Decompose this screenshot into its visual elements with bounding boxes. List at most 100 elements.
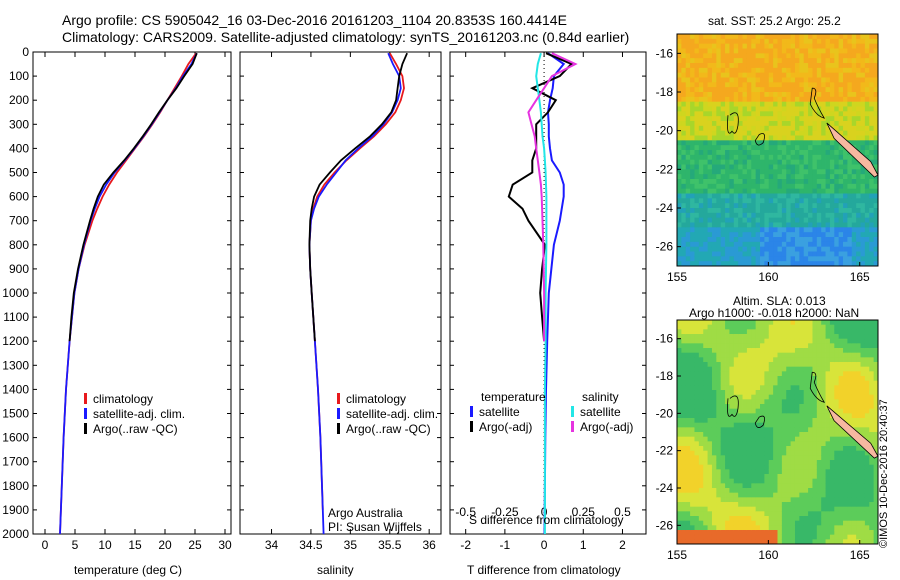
map-cell bbox=[821, 217, 826, 223]
map-cell bbox=[847, 116, 853, 122]
map-cell bbox=[864, 366, 870, 372]
map-cell bbox=[764, 174, 770, 180]
x-tick-label: 160 bbox=[758, 548, 778, 562]
map-cell bbox=[786, 348, 792, 354]
map-cell bbox=[873, 534, 879, 540]
map-cell bbox=[703, 362, 708, 368]
map-cell bbox=[690, 130, 695, 136]
map-cell bbox=[843, 58, 848, 64]
map-cell bbox=[825, 159, 831, 165]
map-cell bbox=[768, 164, 774, 170]
map-cell bbox=[742, 408, 748, 414]
map-cell bbox=[733, 520, 739, 526]
map-cell bbox=[694, 82, 700, 88]
map-cell bbox=[799, 140, 805, 146]
map-cell bbox=[760, 188, 765, 194]
map-cell bbox=[843, 34, 848, 40]
map-cell bbox=[794, 432, 800, 438]
map-cell bbox=[755, 125, 761, 132]
map-cell bbox=[751, 121, 757, 127]
map-cell bbox=[707, 188, 713, 194]
map-cell bbox=[733, 251, 739, 257]
map-cell bbox=[786, 150, 792, 156]
map-cell bbox=[838, 436, 844, 442]
map-cell bbox=[729, 460, 735, 466]
map-cell bbox=[829, 422, 835, 428]
map-cell bbox=[690, 159, 695, 165]
map-cell bbox=[834, 188, 840, 194]
map-cell bbox=[869, 96, 875, 103]
map-cell bbox=[733, 101, 739, 107]
map-cell bbox=[764, 121, 770, 127]
map-cell bbox=[812, 164, 818, 170]
map-cell bbox=[716, 227, 722, 233]
map-cell bbox=[742, 394, 748, 400]
map-cell bbox=[869, 441, 875, 447]
map-cell bbox=[716, 530, 722, 536]
map-cell bbox=[711, 488, 717, 494]
map-cell bbox=[812, 334, 818, 340]
map-cell bbox=[869, 217, 875, 223]
map-cell bbox=[738, 469, 743, 475]
map-cell bbox=[856, 183, 861, 190]
sla-map-title-2: Argo h1000: -0.018 h2000: NaN bbox=[689, 306, 860, 320]
map-cell bbox=[738, 246, 743, 252]
map-cell bbox=[720, 348, 726, 354]
map-cell bbox=[808, 338, 813, 344]
map-cell bbox=[677, 506, 682, 512]
map-cell bbox=[685, 154, 691, 161]
map-cell bbox=[799, 227, 805, 233]
map-cell bbox=[742, 34, 748, 40]
map-cell bbox=[851, 399, 857, 405]
map-cell bbox=[694, 422, 700, 428]
map-cell bbox=[808, 87, 813, 93]
map-cell bbox=[733, 87, 739, 93]
map-cell bbox=[790, 179, 796, 185]
map-cell bbox=[838, 241, 844, 248]
map-cell bbox=[716, 121, 722, 127]
map-cell bbox=[698, 183, 704, 190]
map-cell bbox=[790, 154, 796, 161]
map-cell bbox=[681, 348, 687, 354]
map-cell bbox=[873, 261, 879, 267]
map-cell bbox=[694, 366, 700, 372]
map-cell bbox=[677, 72, 682, 78]
map-cell bbox=[781, 404, 787, 410]
map-cell bbox=[786, 516, 792, 522]
map-cell bbox=[860, 357, 866, 363]
map-cell bbox=[768, 261, 774, 267]
y-tick-label: 1500 bbox=[2, 407, 29, 421]
map-cell bbox=[777, 404, 783, 410]
map-cell bbox=[773, 53, 778, 59]
map-cell bbox=[677, 413, 682, 419]
map-cell bbox=[685, 169, 691, 175]
map-cell bbox=[838, 77, 844, 83]
map-cell bbox=[799, 338, 805, 344]
map-cell bbox=[812, 48, 818, 54]
map-cell bbox=[773, 530, 778, 536]
map-cell bbox=[799, 436, 805, 442]
map-cell bbox=[694, 106, 700, 112]
map-cell bbox=[738, 111, 743, 117]
map-cell bbox=[720, 106, 726, 112]
map-cell bbox=[690, 460, 695, 466]
x-tick-label: 0 bbox=[541, 538, 548, 552]
map-cell bbox=[773, 58, 778, 64]
map-cell bbox=[803, 145, 809, 151]
map-cell bbox=[786, 111, 792, 117]
y-tick-label: -18 bbox=[656, 85, 674, 99]
map-cell bbox=[851, 408, 857, 414]
map-cell bbox=[777, 217, 783, 223]
y-tick-label: 400 bbox=[9, 141, 29, 155]
map-cell bbox=[790, 193, 796, 199]
map-cell bbox=[773, 539, 778, 545]
map-cell bbox=[869, 227, 875, 233]
map-cell bbox=[781, 520, 787, 526]
map-cell bbox=[825, 352, 831, 358]
map-cell bbox=[864, 352, 870, 358]
map-cell bbox=[729, 116, 735, 122]
map-cell bbox=[786, 506, 792, 512]
map-cell bbox=[825, 77, 831, 83]
map-cell bbox=[760, 203, 765, 209]
map-cell bbox=[834, 320, 840, 326]
